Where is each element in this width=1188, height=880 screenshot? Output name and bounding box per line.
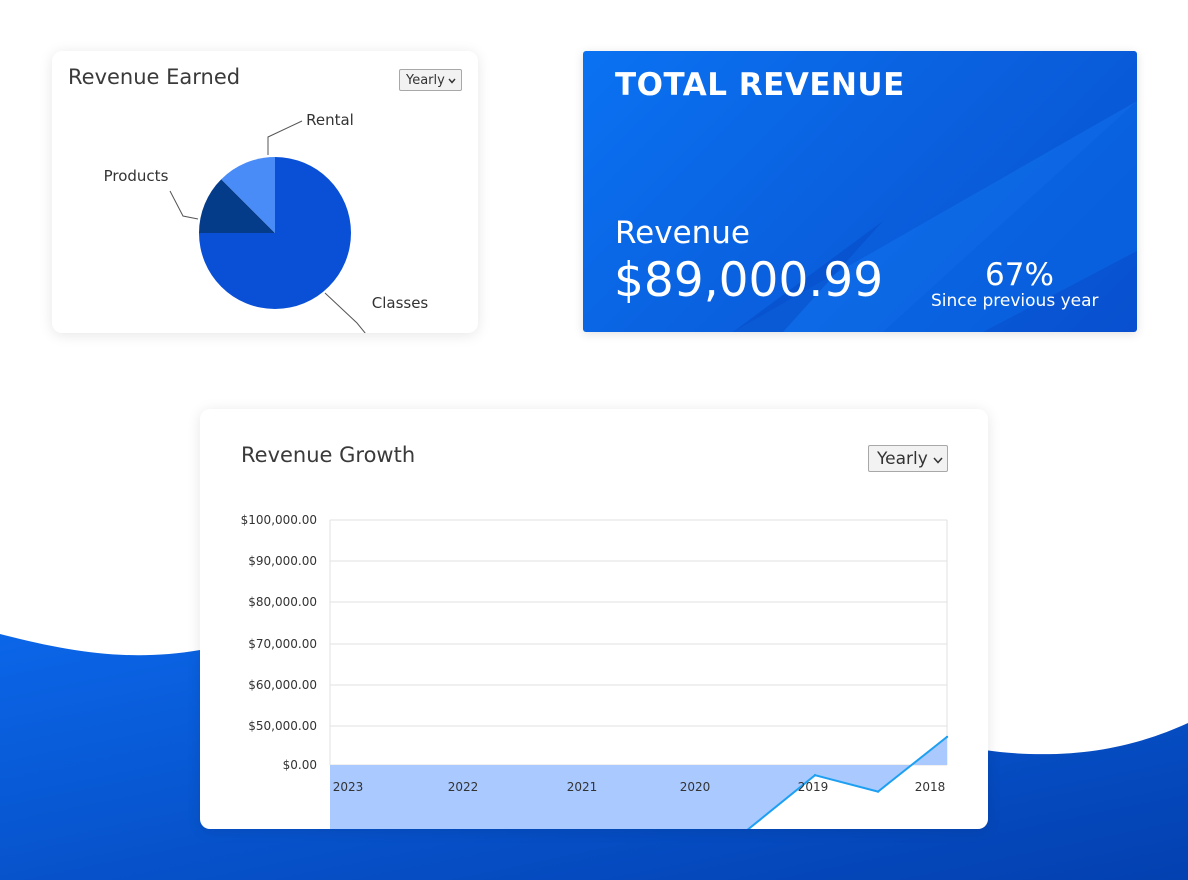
x-tick-label: 2021	[567, 780, 598, 794]
revenue-growth-title: Revenue Growth	[241, 443, 416, 467]
revenue-earned-pie-chart: Classes Products Rental	[104, 111, 429, 333]
pie-slice-products	[199, 179, 275, 233]
x-tick-label: 2023	[333, 780, 364, 794]
data-point	[945, 735, 949, 739]
x-tick-label: 2022	[448, 780, 479, 794]
revenue-label: Revenue	[615, 215, 751, 251]
area-fill	[330, 736, 947, 829]
card-decoration	[733, 101, 1137, 332]
y-tick-label: $90,000.00	[248, 554, 317, 568]
x-tick-label: 2019	[798, 780, 829, 794]
total-revenue-card: TOTAL REVENUE Revenue $89,000.99 67% Sin…	[583, 51, 1137, 332]
pie-label-rental: Rental	[306, 111, 354, 129]
revenue-growth-period-select[interactable]: Yearly	[868, 445, 948, 472]
chevron-down-icon	[933, 449, 943, 469]
y-tick-label: $60,000.00	[248, 678, 317, 692]
y-tick-label: $50,000.00	[248, 719, 317, 733]
x-tick-label: 2018	[915, 780, 946, 794]
data-point	[813, 774, 817, 777]
revenue-change-percent: 67%	[985, 257, 1054, 293]
chevron-down-icon	[448, 73, 456, 88]
revenue-earned-card: Revenue Earned Yearly Classes Products Ren…	[52, 51, 478, 333]
pie-slice-rental	[221, 157, 275, 233]
x-tick-label: 2020	[680, 780, 711, 794]
y-tick-label: $70,000.00	[248, 637, 317, 651]
data-point	[876, 790, 880, 793]
y-tick-label: $100,000.00	[241, 513, 317, 527]
revenue-earned-title: Revenue Earned	[68, 65, 241, 89]
pie-leader-line-rental	[267, 120, 303, 155]
pie-leader-line-products	[169, 190, 199, 220]
pie-label-products: Products	[104, 167, 169, 185]
revenue-amount: $89,000.99	[614, 253, 884, 308]
y-tick-label: $0.00	[283, 758, 317, 772]
period-select-value: Yearly	[877, 448, 928, 469]
revenue-change-text: Since previous year	[931, 291, 1099, 311]
revenue-growth-area-chart: $100,000.00 $90,000.00 $80,000.00 $70,000.0…	[241, 513, 949, 829]
pie-leader-line-classes	[324, 292, 366, 333]
y-tick-label: $80,000.00	[248, 595, 317, 609]
revenue-earned-period-select[interactable]: Yearly	[399, 69, 462, 91]
revenue-growth-card: Revenue Growth Yearly $100,000.00 $90,000…	[200, 409, 988, 829]
period-select-value: Yearly	[406, 72, 445, 88]
pie-label-classes: Classes	[372, 294, 429, 312]
total-revenue-title: TOTAL REVENUE	[615, 67, 905, 103]
